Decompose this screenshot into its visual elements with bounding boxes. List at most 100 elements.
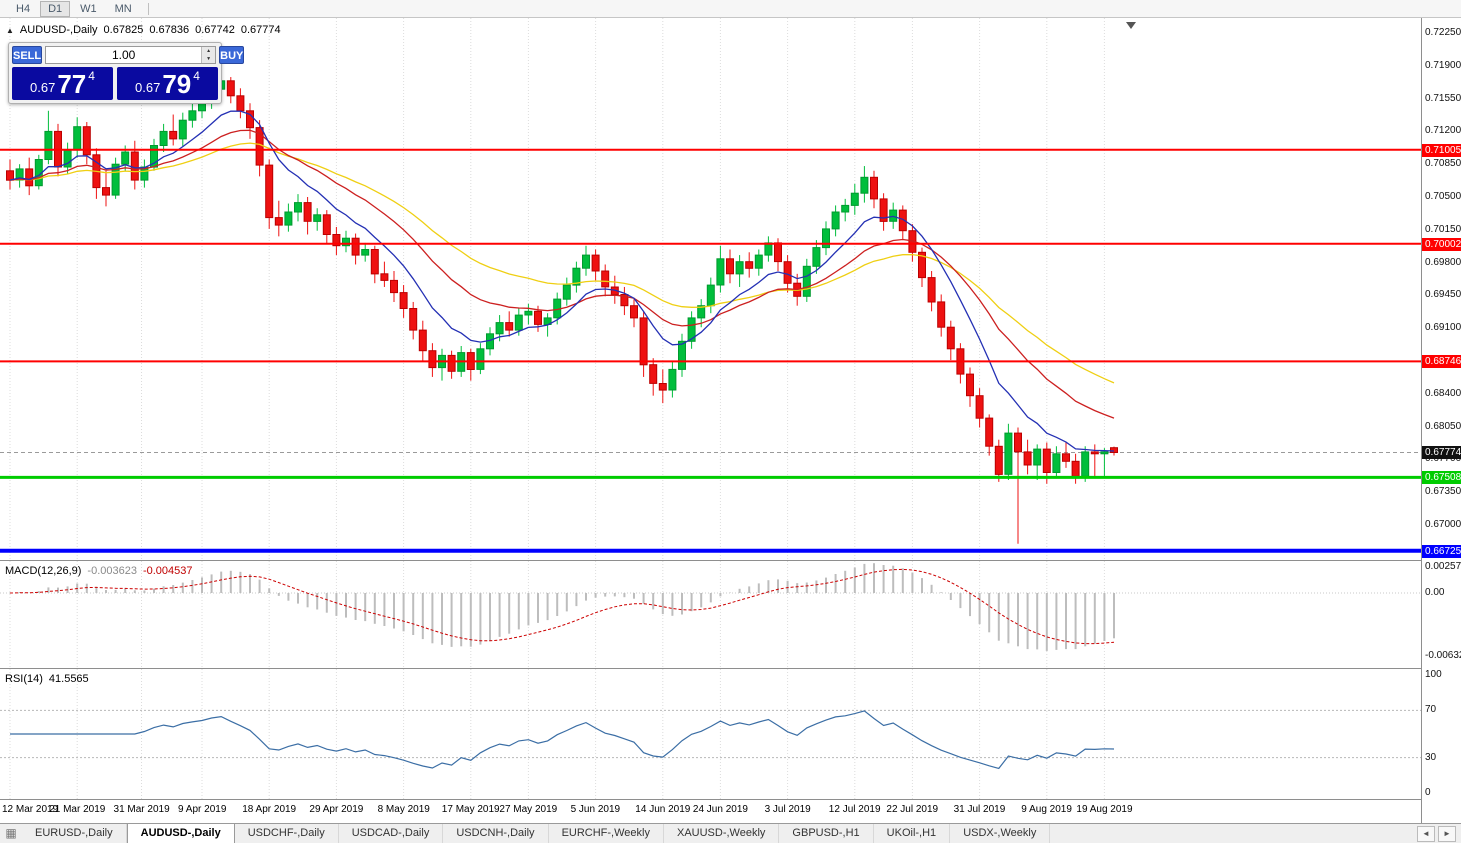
price-tick-label: 0.67350 — [1425, 486, 1461, 498]
price-tick-label: 0.70150 — [1425, 223, 1461, 235]
buy-price-point: 4 — [193, 69, 200, 83]
one-click-trading-panel: SELL ▲ ▼ BUY 0.67 77 4 0.67 — [8, 42, 245, 104]
rsi-scale-label: 0 — [1425, 787, 1431, 798]
volume-decrease-icon[interactable]: ▼ — [202, 55, 216, 63]
sell-button[interactable]: SELL — [12, 46, 43, 64]
price-tick-label: 0.69800 — [1425, 256, 1461, 268]
volume-increase-icon[interactable]: ▲ — [202, 47, 216, 55]
rsi-scale-label: 70 — [1425, 704, 1437, 716]
bar-low-value: 0.67742 — [195, 24, 235, 36]
panel-divider — [0, 799, 1461, 800]
date-label: 5 Jun 2019 — [570, 804, 621, 815]
rsi-panel[interactable] — [0, 669, 1421, 799]
tab-scroll-left-icon[interactable]: ◄ — [1417, 825, 1435, 842]
rsi-title: RSI(14) 41.5565 — [5, 673, 89, 685]
date-label: 29 Apr 2019 — [309, 804, 364, 815]
buy-price-button[interactable]: 0.67 79 4 — [117, 67, 218, 100]
tab-usdchf-daily[interactable]: USDCHF-,Daily — [235, 824, 339, 843]
buy-price-pips: 79 — [162, 69, 192, 99]
tab-scroll-right-icon[interactable]: ► — [1438, 825, 1456, 842]
timeframe-mn[interactable]: MN — [114, 2, 132, 15]
tab-gbpusd-h1[interactable]: GBPUSD-,H1 — [779, 824, 874, 843]
macd-title: MACD(12,26,9) -0.003623 -0.004537 — [5, 565, 193, 577]
macd-scale-label: 0.002574 — [1425, 561, 1461, 573]
chart-tabs-bar: ▦ EURUSD-,Daily AUDUSD-,Daily USDCHF-,Dail… — [0, 823, 1461, 843]
tab-eurusd-daily[interactable]: EURUSD-,Daily — [22, 824, 127, 843]
tab-scroll-controls: ◄ ► — [1412, 824, 1461, 843]
price-tick-label: 0.68400 — [1425, 387, 1461, 399]
date-axis[interactable]: 12 Mar 2019 21 Mar 2019 31 Mar 2019 9 Apr 2… — [0, 800, 1421, 818]
bar-close-value: 0.67774 — [240, 24, 281, 36]
price-axis[interactable]: 0.72250 0.71900 0.71550 0.71200 0.70850 0.705… — [1421, 18, 1461, 823]
sell-price-point: 4 — [88, 69, 95, 83]
toolbar-separator — [147, 2, 149, 15]
price-tick-label: 0.71200 — [1425, 125, 1461, 137]
price-tick-label: 0.68050 — [1425, 420, 1461, 432]
price-level-tag: 0.67508 — [1422, 471, 1461, 485]
chart-shift-marker-icon — [1126, 22, 1136, 29]
date-label: 8 May 2019 — [377, 804, 430, 815]
price-tick-label: 0.69100 — [1425, 322, 1461, 334]
rsi-scale-label: 30 — [1425, 751, 1437, 763]
price-tick-label: 0.71900 — [1425, 59, 1461, 71]
buy-price-prefix: 0.67 — [135, 80, 161, 95]
date-label: 9 Apr 2019 — [178, 804, 227, 815]
date-label: 17 May 2019 — [441, 804, 500, 815]
volume-stepper: ▲ ▼ — [201, 47, 216, 63]
panel-divider[interactable] — [0, 668, 1461, 669]
tab-usdcnh-daily[interactable]: USDCNH-,Daily — [443, 824, 549, 843]
macd-scale-label: 0.00 — [1425, 587, 1445, 598]
sell-price-pips: 77 — [57, 69, 87, 99]
date-label: 3 Jul 2019 — [764, 804, 811, 815]
date-label: 24 Jun 2019 — [692, 804, 748, 815]
tab-eurchf-weekly[interactable]: EURCHF-,Weekly — [549, 824, 664, 843]
chart-title: ▲ AUDUSD-,Daily 0.67825 0.67836 0.67742 … — [6, 24, 281, 36]
date-label: 12 Mar 2019 — [2, 804, 59, 815]
price-level-tag: 0.66725 — [1422, 544, 1461, 558]
tab-xauusd-weekly[interactable]: XAUUSD-,Weekly — [664, 824, 780, 843]
volume-field-group: ▲ ▼ — [45, 46, 217, 64]
date-label: 22 Jul 2019 — [886, 804, 939, 815]
macd-panel[interactable] — [0, 561, 1421, 668]
date-label: 21 Mar 2019 — [49, 804, 106, 815]
macd-main-value: -0.003623 — [87, 565, 137, 577]
price-tick-label: 0.67000 — [1425, 518, 1461, 530]
date-label: 18 Apr 2019 — [242, 804, 297, 815]
one-click-collapse-icon[interactable]: ▲ — [6, 25, 14, 35]
timeframe-buttons: H4 D1 W1 MN — [8, 0, 140, 17]
macd-signal-value: -0.004537 — [142, 565, 193, 577]
date-label: 19 Aug 2019 — [1076, 804, 1133, 815]
tab-usdx-weekly[interactable]: USDX-,Weekly — [950, 824, 1051, 843]
tab-ukoil-h1[interactable]: UKOil-,H1 — [874, 824, 951, 843]
sell-price-button[interactable]: 0.67 77 4 — [12, 67, 113, 100]
buy-button[interactable]: BUY — [219, 46, 245, 64]
chart-tabs: EURUSD-,Daily AUDUSD-,Daily USDCHF-,Daily U… — [22, 823, 1051, 843]
chart-symbol-label: AUDUSD-,Daily — [19, 24, 98, 36]
price-level-tag: 0.68746 — [1422, 355, 1461, 369]
date-label: 12 Jul 2019 — [828, 804, 881, 815]
macd-label: MACD(12,26,9) — [5, 565, 82, 577]
date-label: 31 Jul 2019 — [953, 804, 1006, 815]
timeframe-h4[interactable]: H4 — [16, 2, 31, 15]
volume-input[interactable] — [46, 47, 202, 63]
tab-usdcad-daily[interactable]: USDCAD-,Daily — [339, 824, 444, 843]
rsi-value: 41.5565 — [48, 673, 89, 685]
bar-high-value: 0.67836 — [149, 24, 190, 36]
tab-audusd-daily[interactable]: AUDUSD-,Daily — [126, 823, 235, 843]
panel-divider[interactable] — [0, 560, 1461, 561]
price-tick-label: 0.72250 — [1425, 27, 1461, 38]
price-tick-label: 0.69450 — [1425, 289, 1461, 301]
date-label: 27 May 2019 — [499, 804, 558, 815]
price-level-tag: 0.70002 — [1422, 237, 1461, 251]
price-tick-label: 0.70850 — [1425, 158, 1461, 170]
timeframe-w1[interactable]: W1 — [80, 2, 97, 15]
date-label: 9 Aug 2019 — [1021, 804, 1072, 815]
timeframe-toolbar: H4 D1 W1 MN — [0, 0, 1461, 18]
rsi-label: RSI(14) — [5, 673, 43, 685]
timeframe-d1[interactable]: D1 — [40, 0, 71, 17]
date-label: 31 Mar 2019 — [113, 804, 170, 815]
price-chart[interactable] — [0, 18, 1421, 560]
chart-list-icon[interactable]: ▦ — [5, 826, 17, 840]
sell-price-prefix: 0.67 — [30, 80, 56, 95]
